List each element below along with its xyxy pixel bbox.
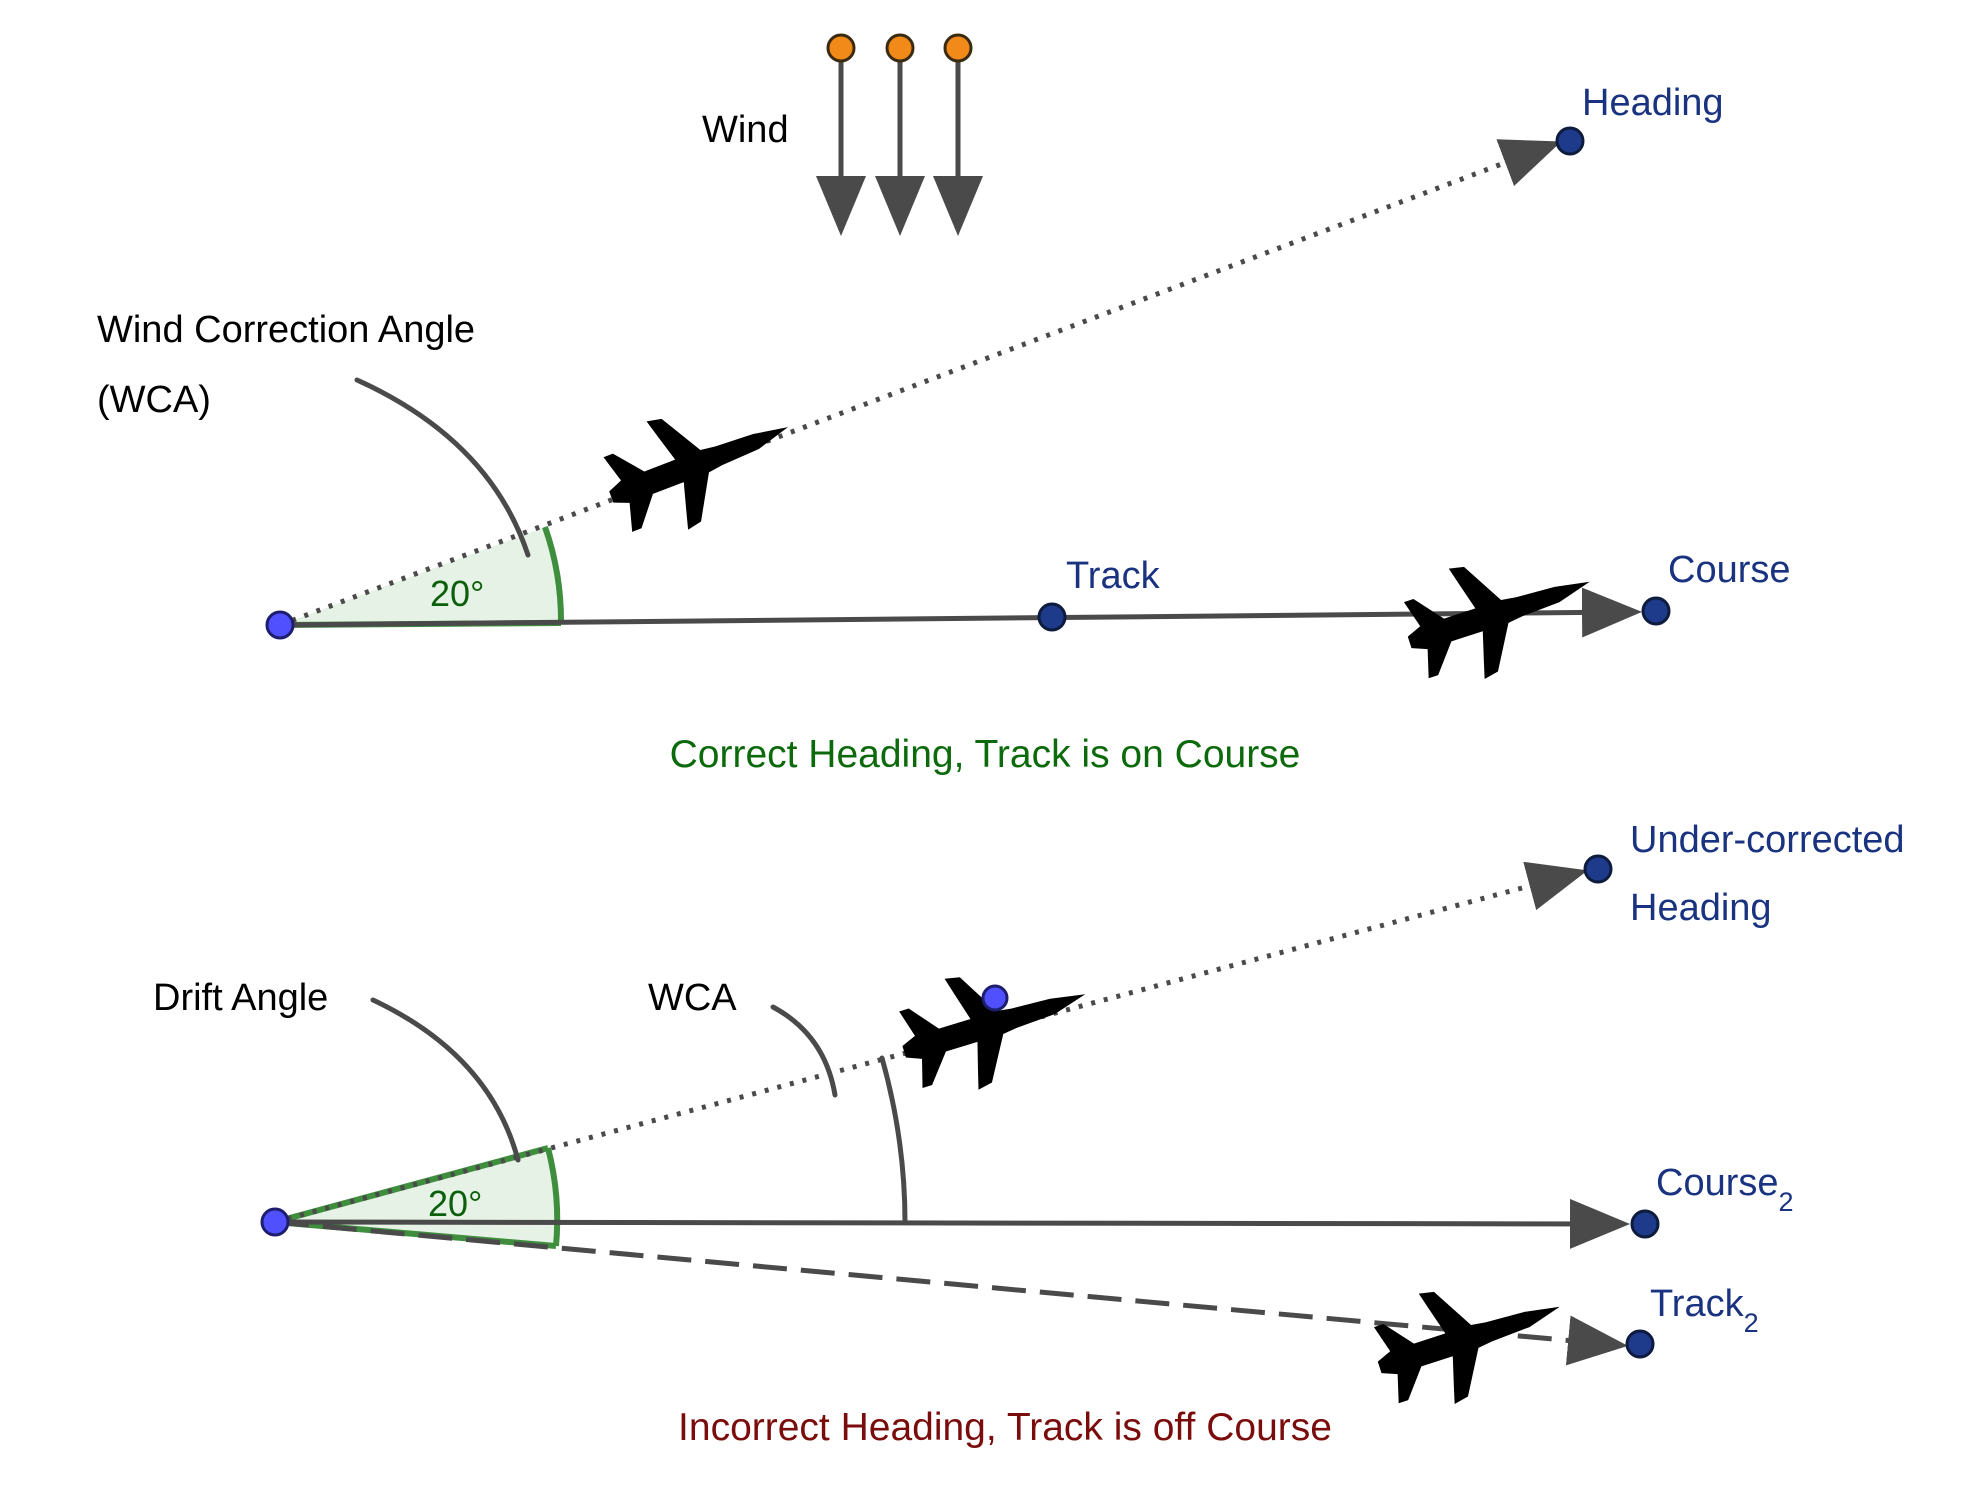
course-point-icon xyxy=(1641,596,1671,626)
under-corrected-heading-line xyxy=(274,861,1588,1225)
wind-group: Wind xyxy=(702,33,983,236)
bottom-diagram: Drift Angle WCA 20° Under-corrected Head… xyxy=(153,819,1905,1449)
course2-label-text: Course xyxy=(1656,1162,1779,1204)
wca-label-line2: (WCA) xyxy=(97,379,211,421)
top-diagram: Wind Correction Angle (WCA) 20° Track Co… xyxy=(97,82,1791,776)
wind-point-icon xyxy=(826,33,856,63)
airplane-icon xyxy=(887,940,1103,1108)
heading-label: Heading xyxy=(1582,82,1724,124)
wind-point-icon xyxy=(943,33,973,63)
track-label: Track xyxy=(1066,555,1161,597)
airplane-icon xyxy=(590,374,810,552)
track2-label-subscript: 2 xyxy=(1744,1308,1759,1338)
drift-angle-label: Drift Angle xyxy=(153,977,328,1019)
caption-correct: Correct Heading, Track is on Course xyxy=(670,733,1301,776)
wind-label: Wind xyxy=(702,109,789,151)
caption-incorrect: Incorrect Heading, Track is off Course xyxy=(678,1406,1332,1449)
course2-point-icon xyxy=(1630,1209,1660,1239)
drift-arc-edge-bottom xyxy=(274,1219,557,1249)
heading-line xyxy=(279,139,1562,628)
wca-sector xyxy=(280,527,562,625)
track2-label-text: Track xyxy=(1650,1283,1745,1325)
drift-angle-leader xyxy=(370,997,521,1163)
heading-point-icon xyxy=(1555,126,1585,156)
under-corrected-label-line1: Under-corrected xyxy=(1630,819,1905,861)
under-corrected-label-line2: Heading xyxy=(1630,887,1772,929)
wca-arc-large xyxy=(879,1055,908,1225)
angle-label-bottom: 20° xyxy=(428,1183,482,1224)
course-line xyxy=(279,587,1642,638)
heading-marker-point-icon xyxy=(981,984,1009,1012)
under-corrected-point-icon xyxy=(1583,854,1613,884)
wca-label-line1: Wind Correction Angle xyxy=(97,309,475,351)
wca-short-leader xyxy=(770,1004,838,1098)
origin-point-icon xyxy=(265,610,295,640)
course2-label-subscript: 2 xyxy=(1779,1187,1794,1217)
track2-line xyxy=(274,1219,1628,1366)
track-point-icon xyxy=(1037,602,1067,632)
wind-point-icon xyxy=(885,33,915,63)
course2-line xyxy=(274,1198,1630,1249)
wca-arc xyxy=(542,526,565,624)
drift-arc xyxy=(545,1147,561,1247)
course2-label: Course2 xyxy=(1656,1162,1794,1217)
track2-label: Track2 xyxy=(1650,1283,1759,1338)
wca-leader xyxy=(354,377,531,558)
wca-short-label: WCA xyxy=(648,977,737,1019)
origin-point-icon xyxy=(260,1207,290,1237)
track2-point-icon xyxy=(1625,1329,1655,1359)
angle-label-top: 20° xyxy=(430,573,484,614)
course-label: Course xyxy=(1668,549,1791,591)
